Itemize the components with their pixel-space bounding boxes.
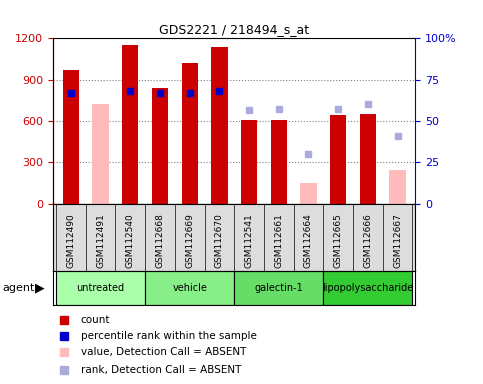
Text: ▶: ▶ <box>35 281 44 295</box>
Bar <box>241 119 257 204</box>
Text: GSM112490: GSM112490 <box>67 214 75 268</box>
Text: untreated: untreated <box>77 283 125 293</box>
Text: vehicle: vehicle <box>172 283 207 293</box>
Bar <box>122 45 139 204</box>
Text: percentile rank within the sample: percentile rank within the sample <box>81 331 256 341</box>
Text: agent: agent <box>2 283 35 293</box>
Text: GSM112670: GSM112670 <box>215 214 224 268</box>
Bar <box>323 271 412 305</box>
Text: count: count <box>81 315 110 325</box>
Bar <box>63 70 79 204</box>
Bar <box>145 271 234 305</box>
Text: lipopolysaccharide: lipopolysaccharide <box>322 283 413 293</box>
Text: GSM112491: GSM112491 <box>96 214 105 268</box>
Bar <box>182 63 198 204</box>
Text: GSM112541: GSM112541 <box>244 214 254 268</box>
Bar <box>270 119 287 204</box>
Text: GSM112667: GSM112667 <box>393 214 402 268</box>
Text: GSM112668: GSM112668 <box>156 214 165 268</box>
Text: GSM112661: GSM112661 <box>274 214 284 268</box>
Bar <box>389 170 406 204</box>
Bar <box>300 183 317 204</box>
Bar <box>360 114 376 204</box>
Bar <box>330 116 346 204</box>
Text: GSM112669: GSM112669 <box>185 214 194 268</box>
Bar <box>211 47 227 204</box>
Text: GSM112666: GSM112666 <box>363 214 372 268</box>
Bar <box>152 88 168 204</box>
Text: GSM112540: GSM112540 <box>126 214 135 268</box>
Text: GSM112665: GSM112665 <box>334 214 342 268</box>
Bar <box>234 271 323 305</box>
Bar <box>56 271 145 305</box>
Text: GSM112664: GSM112664 <box>304 214 313 268</box>
Text: galectin-1: galectin-1 <box>255 283 303 293</box>
Title: GDS2221 / 218494_s_at: GDS2221 / 218494_s_at <box>159 23 309 36</box>
Bar <box>92 104 109 204</box>
Text: rank, Detection Call = ABSENT: rank, Detection Call = ABSENT <box>81 365 241 375</box>
Text: value, Detection Call = ABSENT: value, Detection Call = ABSENT <box>81 348 246 358</box>
